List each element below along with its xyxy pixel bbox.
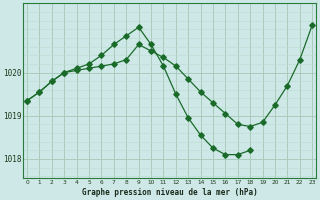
X-axis label: Graphe pression niveau de la mer (hPa): Graphe pression niveau de la mer (hPa) — [82, 188, 258, 197]
